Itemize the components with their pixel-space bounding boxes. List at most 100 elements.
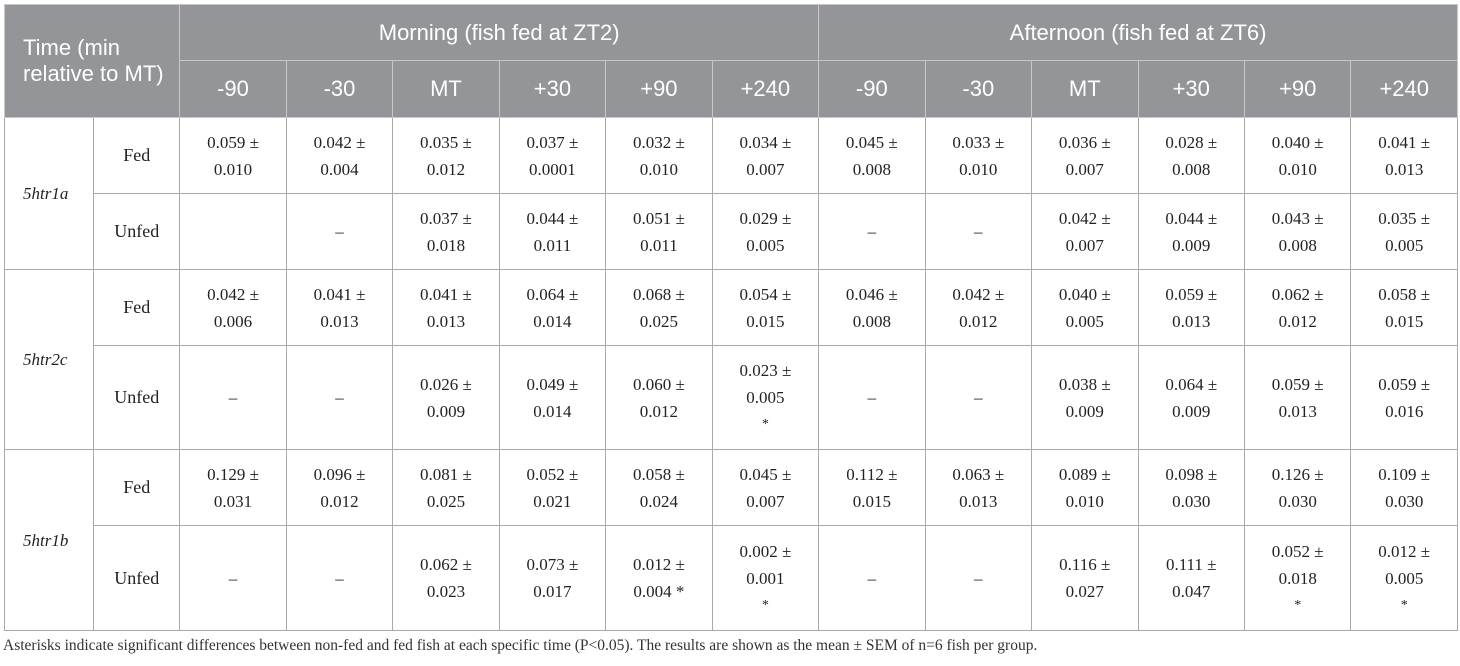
value-cell: 0.046 ± 0.008 — [818, 269, 926, 346]
value-line: 0.007 — [1065, 235, 1104, 255]
group-header-morning: Morning (fish fed at ZT2) — [179, 4, 820, 61]
value-line: 0.068 ± — [632, 284, 685, 304]
table-body: 5htr1a Fed 0.059 ±0.010 0.042 ±0.004 0.035 ±… — [3, 117, 1458, 631]
value-line: – — [335, 568, 344, 588]
value-cell: 0.081 ± 0.025 — [392, 449, 500, 526]
value-cell: – — [179, 345, 287, 450]
value-line: 0.059 ± — [1378, 374, 1431, 394]
value-line: 0.033 ± — [952, 132, 1005, 152]
value-cell: 0.033 ± 0.010 — [924, 117, 1033, 194]
value-line: 0.004 — [320, 159, 359, 179]
value-cell: 0.058 ± 0.024 — [605, 449, 713, 526]
value-line: 0.010 — [959, 159, 998, 179]
value-cell: 0.068 ± 0.025 — [605, 269, 713, 346]
significance-marker: * — [761, 417, 769, 432]
value-line: 0.045 ± — [845, 132, 898, 152]
value-cell: – — [924, 345, 1033, 450]
value-cell: 0.040 ± 0.005 — [1031, 269, 1139, 346]
value-cell: 0.116 ± 0.027 — [1031, 525, 1139, 631]
value-line: 0.040 ± — [1058, 284, 1111, 304]
value-cell: 0.023 ± 0.005 * — [711, 345, 820, 450]
value-line: 0.030 — [1278, 491, 1317, 511]
value-line: 0.013 — [959, 491, 998, 511]
value-line: 0.016 — [1385, 401, 1424, 421]
value-line: 0.047 — [1172, 582, 1211, 601]
value-line: 0.026 ± — [420, 374, 472, 394]
time-header-cell: -30 — [285, 60, 394, 118]
value-line: 0.007 — [746, 491, 785, 511]
value-line: – — [228, 568, 238, 588]
value-cell: – — [818, 193, 926, 270]
value-line: 0.011 — [640, 235, 678, 255]
value-line: 0.034 ± — [739, 132, 792, 152]
value-line: 0.042 ± — [952, 284, 1005, 304]
value-line: 0.001 — [746, 568, 785, 588]
time-header-cell: MT — [1031, 60, 1139, 118]
value-line: 0.051 ± — [632, 208, 685, 228]
value-line: 0.015 — [746, 311, 785, 331]
value-cell: 0.062 ± 0.012 — [1243, 269, 1352, 346]
value-cell: 0.028 ± 0.008 — [1137, 117, 1245, 194]
feeding-group-label: Fed — [93, 449, 181, 526]
value-line: 0.007 — [746, 159, 785, 179]
value-cell: 0.042 ± 0.012 — [924, 269, 1033, 346]
table-row: 5htr2c Fed 0.042 ±0.006 0.041 ±0.013 0.041 ±… — [3, 269, 1458, 450]
value-line: 0.062 ± — [420, 555, 472, 574]
value-line: 0.013 — [1278, 401, 1317, 421]
value-line: 0.010 — [1065, 491, 1104, 511]
value-line: 0.012 ± — [1378, 541, 1431, 561]
value-line: 0.089 ± — [1058, 464, 1111, 484]
value-line: 0.014 — [533, 311, 572, 331]
time-header-cell: MT — [392, 60, 500, 118]
value-line: – — [974, 388, 983, 407]
value-line: 0.018 — [1278, 568, 1317, 588]
gene-label: 5htr2c — [3, 269, 95, 450]
value-cell: – — [285, 525, 394, 631]
value-cell: 0.036 ± 0.007 — [1031, 117, 1139, 194]
value-cell: 0.041 ± 0.013 — [1350, 117, 1458, 194]
value-cell: 0.058 ± 0.015 — [1350, 269, 1458, 346]
value-line: 0.008 — [852, 159, 891, 179]
value-cell: 0.059 ± 0.010 — [179, 117, 287, 194]
value-line: 0.006 — [213, 311, 253, 331]
value-line: 0.126 ± — [1271, 464, 1324, 484]
value-cell: 0.064 ± 0.009 — [1137, 345, 1245, 450]
time-header-cell: +240 — [1350, 60, 1458, 118]
value-line: 0.013 — [1172, 311, 1211, 331]
value-line: 0.010 — [213, 159, 253, 179]
value-cell: 0.098 ± 0.030 — [1137, 449, 1245, 526]
value-cell: 0.129 ± 0.031 — [179, 449, 287, 526]
value-cell: – — [924, 193, 1033, 270]
value-line: 0.129 ± — [207, 464, 259, 484]
value-cell: 0.062 ± 0.023 — [392, 525, 500, 631]
gene-label: 5htr1a — [3, 117, 95, 270]
value-cell: 0.029 ± 0.005 — [711, 193, 820, 270]
value-cell: 0.109 ± 0.030 — [1350, 449, 1458, 526]
table-row: 5htr1a Fed 0.059 ± 0.010 0.042 ± 0.004 0.035 ±… — [3, 117, 1458, 270]
value-line: 0.010 — [639, 159, 679, 179]
significance-marker: * — [1400, 597, 1408, 613]
value-line: 0.058 ± — [632, 464, 685, 484]
value-line: 0.073 ± — [526, 555, 579, 574]
value-line: 0.058 ± — [1378, 284, 1431, 304]
value-cell: – — [285, 193, 394, 270]
value-cell: 0.044 ± 0.011 — [498, 193, 607, 270]
value-line: – — [867, 388, 877, 407]
value-line: 0.096 ± — [313, 464, 366, 484]
value-line: 0.111 ± — [1165, 555, 1217, 574]
value-line: – — [335, 222, 344, 241]
value-line: 0.008 — [1278, 235, 1317, 255]
value-line: 0.035 ± — [1378, 208, 1431, 228]
feeding-group-label: Unfed — [93, 345, 181, 450]
value-cell: 0.041 ± 0.013 — [392, 269, 500, 346]
feeding-group-label: Unfed — [93, 193, 181, 270]
value-line: 0.032 ± — [632, 132, 685, 152]
value-line: 0.005 — [1385, 568, 1424, 588]
time-header-cell: -30 — [924, 60, 1033, 118]
value-cell: 0.034 ± 0.007 — [711, 117, 820, 194]
value-line: 0.013 — [320, 311, 359, 331]
value-line: 0.038 ± — [1058, 374, 1111, 394]
value-cell: 0.035 ± 0.012 — [392, 117, 500, 194]
value-cell: 0.059 ± 0.013 — [1243, 345, 1352, 450]
value-line: 0.052 ± — [1271, 541, 1324, 561]
